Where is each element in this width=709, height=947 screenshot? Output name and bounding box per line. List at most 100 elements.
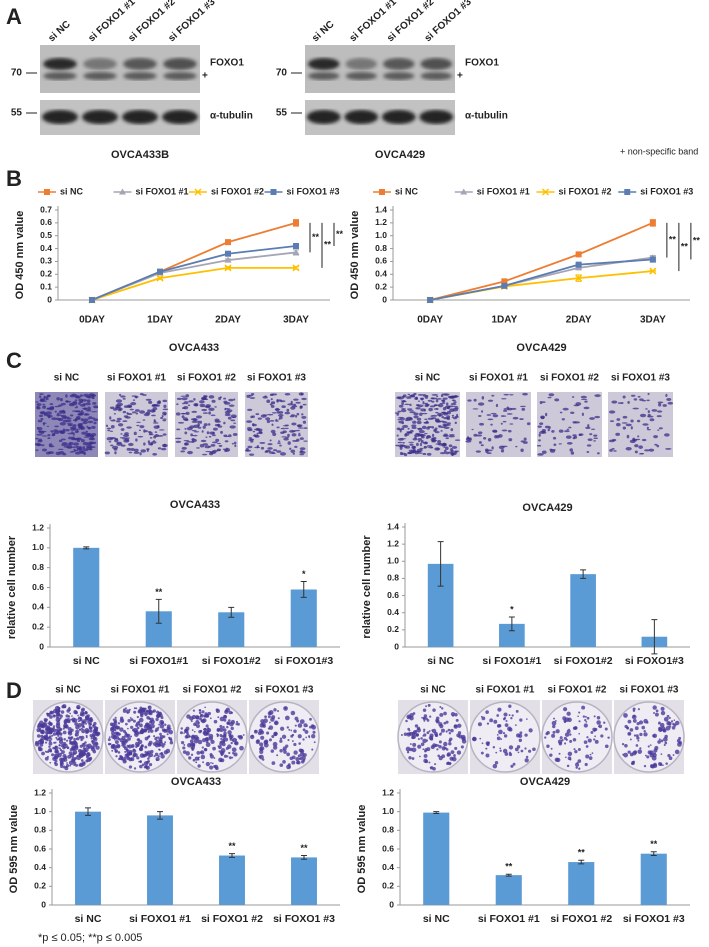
colony bbox=[279, 763, 284, 767]
colony bbox=[88, 725, 91, 729]
colony bbox=[191, 742, 196, 747]
cell bbox=[152, 440, 156, 442]
cell bbox=[475, 450, 482, 453]
cell bbox=[647, 415, 654, 418]
colony bbox=[544, 736, 547, 739]
colony bbox=[215, 709, 220, 714]
colony bbox=[562, 716, 567, 721]
cell bbox=[256, 444, 259, 449]
colony bbox=[563, 707, 568, 712]
cell bbox=[228, 398, 234, 402]
cell bbox=[208, 435, 212, 438]
y-tick-label: 0.8 bbox=[32, 562, 44, 572]
cell bbox=[415, 407, 421, 410]
series-line bbox=[429, 222, 654, 301]
cell bbox=[642, 423, 649, 426]
colony bbox=[72, 742, 75, 745]
cell bbox=[558, 443, 562, 445]
cell bbox=[401, 427, 405, 431]
cell bbox=[622, 395, 626, 399]
y-tick-label: 0.6 bbox=[375, 256, 387, 266]
colony bbox=[496, 714, 500, 717]
colony bbox=[674, 720, 680, 726]
y-tick-label: 0.6 bbox=[40, 217, 52, 227]
cell bbox=[507, 407, 513, 411]
cell bbox=[427, 417, 434, 420]
cell bbox=[495, 403, 499, 408]
colony bbox=[203, 748, 207, 752]
cell bbox=[407, 408, 413, 411]
colony bbox=[559, 736, 563, 740]
colony bbox=[524, 747, 527, 750]
colony bbox=[216, 733, 219, 736]
cell bbox=[637, 395, 641, 398]
cell bbox=[87, 395, 91, 399]
colony bbox=[78, 735, 82, 739]
x-tick-label: si FOXO1 #1 bbox=[478, 913, 540, 925]
cell bbox=[399, 438, 407, 440]
colony bbox=[160, 754, 165, 759]
cell bbox=[120, 395, 126, 398]
cell bbox=[79, 426, 86, 430]
cell bbox=[541, 450, 547, 454]
colony bbox=[477, 722, 482, 727]
cell bbox=[520, 448, 524, 453]
point bbox=[649, 256, 656, 263]
x-tick-label: si FOXO1#1 bbox=[482, 655, 541, 667]
cell bbox=[47, 437, 51, 439]
cell bbox=[139, 425, 145, 429]
colony bbox=[223, 714, 228, 719]
colony bbox=[270, 749, 275, 753]
band bbox=[122, 110, 158, 124]
colony bbox=[657, 740, 661, 744]
colony bbox=[169, 741, 174, 745]
colony bbox=[281, 734, 287, 739]
colony bbox=[242, 734, 245, 736]
colony bbox=[662, 764, 664, 767]
cell bbox=[59, 421, 66, 426]
colony bbox=[184, 735, 189, 739]
x-tick-label: si FOXO1#3 bbox=[274, 655, 333, 667]
cell bbox=[274, 408, 281, 411]
colony bbox=[188, 756, 192, 760]
colony bbox=[57, 719, 60, 722]
colony bbox=[446, 761, 450, 766]
cell bbox=[408, 441, 415, 443]
cell bbox=[132, 411, 137, 414]
colony bbox=[652, 705, 657, 710]
colony bbox=[159, 753, 161, 755]
cell bbox=[512, 416, 519, 420]
cell bbox=[279, 452, 287, 456]
colony bbox=[453, 724, 458, 729]
colony bbox=[47, 722, 50, 725]
colony bbox=[219, 733, 223, 738]
colony bbox=[564, 732, 570, 737]
colony bbox=[230, 711, 234, 714]
colony bbox=[569, 733, 572, 736]
colony bbox=[146, 735, 150, 739]
colony bbox=[452, 714, 455, 717]
colony bbox=[108, 736, 111, 739]
cell bbox=[72, 432, 75, 436]
colony bbox=[259, 746, 265, 751]
colony bbox=[67, 715, 71, 718]
cell bbox=[301, 397, 307, 401]
colony bbox=[409, 743, 412, 745]
colony bbox=[443, 711, 447, 716]
cell bbox=[208, 395, 215, 399]
cell bbox=[611, 448, 615, 450]
cell bbox=[253, 428, 259, 431]
cell bbox=[85, 402, 91, 406]
colony bbox=[198, 708, 202, 712]
band bbox=[123, 72, 157, 80]
cell bbox=[616, 422, 621, 427]
colony bbox=[114, 731, 118, 735]
cell bbox=[54, 425, 59, 428]
cell bbox=[85, 430, 88, 433]
y-tick-label: 0.2 bbox=[387, 624, 399, 634]
colony bbox=[166, 733, 169, 736]
cell bbox=[397, 410, 402, 413]
colony bbox=[117, 751, 121, 754]
colony bbox=[198, 711, 202, 715]
cell bbox=[551, 429, 555, 433]
